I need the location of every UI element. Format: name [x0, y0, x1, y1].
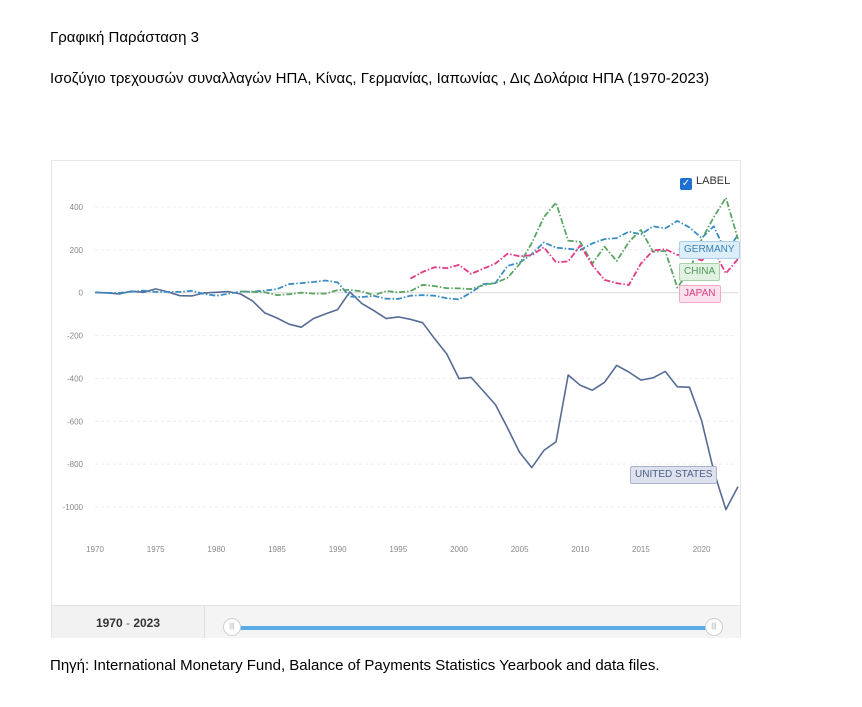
- y-tick-label: 0: [79, 289, 84, 298]
- y-tick-label: -200: [67, 332, 84, 341]
- series-line-germany: [94, 220, 739, 301]
- figure-subtitle: Ισοζύγιο τρεχουσών συναλλαγών ΗΠΑ, Κίνας…: [50, 70, 710, 87]
- x-tick-label: 1990: [329, 545, 347, 554]
- series-label-japan: JAPAN: [679, 285, 721, 303]
- x-tick-label: 2015: [632, 545, 650, 554]
- series-line-china: [240, 196, 739, 297]
- x-tick-label: 1980: [207, 545, 225, 554]
- x-tick-label: 1970: [86, 545, 104, 554]
- checkbox-checked-icon[interactable]: ✓: [680, 178, 692, 190]
- range-separator: -: [122, 616, 134, 630]
- series-label-china: CHINA: [679, 263, 721, 281]
- label-toggle[interactable]: ✓ LABEL: [680, 175, 730, 190]
- y-tick-label: -400: [67, 374, 84, 383]
- x-tick-label: 1995: [389, 545, 407, 554]
- x-tick-label: 2010: [571, 545, 589, 554]
- series-label-germany: GERMANY: [679, 241, 740, 259]
- range-start-handle[interactable]: |||: [223, 618, 241, 636]
- x-tick-label: 2005: [511, 545, 529, 554]
- range-to: 2023: [133, 616, 161, 630]
- series-lines: [94, 196, 739, 511]
- range-label: 1970 - 2023: [52, 606, 205, 638]
- y-tick-label: -600: [67, 417, 84, 426]
- y-tick-label: -1000: [63, 503, 84, 512]
- grid: [95, 206, 738, 508]
- range-selector: 1970 - 2023 ||| |||: [52, 605, 740, 638]
- y-tick-label: -800: [67, 460, 84, 469]
- range-slider-track[interactable]: [233, 626, 715, 630]
- chart-container: 400 200 0 -200 -400 -600 -800 -1000 1970 1975 1980…: [51, 160, 741, 638]
- x-tick-label: 1975: [147, 545, 165, 554]
- x-tick-label: 1985: [268, 545, 286, 554]
- figure-heading: Γραφική Παράσταση 3: [50, 29, 199, 46]
- y-tick-label: 400: [70, 203, 84, 212]
- range-end-handle[interactable]: |||: [705, 618, 723, 636]
- label-toggle-text: LABEL: [696, 175, 731, 187]
- x-tick-label: 2000: [450, 545, 468, 554]
- source-note: Πηγή: International Monetary Fund, Balan…: [50, 657, 660, 674]
- x-tick-label: 2020: [693, 545, 711, 554]
- series-label-united-states: UNITED STATES: [630, 466, 718, 484]
- series-line-japan: [409, 244, 739, 286]
- range-from: 1970: [95, 616, 123, 630]
- y-tick-label: 200: [70, 246, 84, 255]
